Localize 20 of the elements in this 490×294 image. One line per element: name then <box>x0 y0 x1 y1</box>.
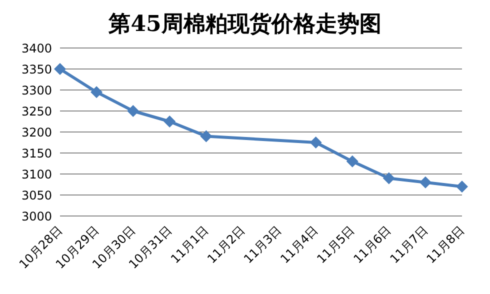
point <box>346 155 358 168</box>
point <box>127 105 140 117</box>
point <box>382 172 395 184</box>
y-tick-label: 3150 <box>21 146 52 160</box>
y-tick-label: 3350 <box>21 62 52 76</box>
y-tick-label: 3050 <box>21 188 52 202</box>
point <box>164 116 176 128</box>
point <box>90 86 103 98</box>
y-tick-label: 3400 <box>21 41 52 56</box>
y-tick-label: 3000 <box>21 209 52 224</box>
y-tick-label: 3100 <box>21 167 52 182</box>
point <box>200 130 212 142</box>
point <box>54 63 66 75</box>
y-tick-label: 3250 <box>21 104 52 118</box>
y-tick-label: 3200 <box>21 125 52 140</box>
chart-title: 第45周棉粕现货价格走势图 <box>108 10 382 39</box>
point <box>310 136 322 148</box>
y-tick-label: 3300 <box>21 83 52 98</box>
point <box>419 176 432 188</box>
point <box>456 180 468 193</box>
